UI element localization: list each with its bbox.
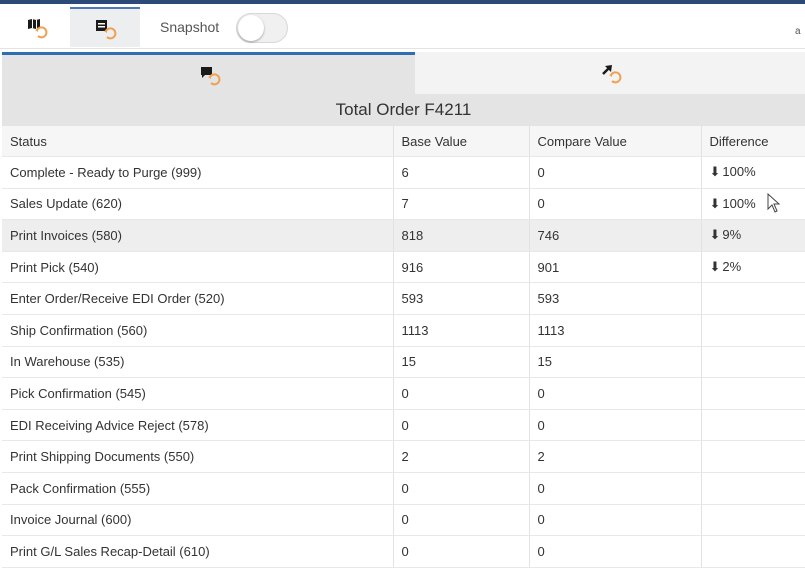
difference-cell	[701, 346, 805, 379]
mouse-cursor-icon	[767, 193, 781, 213]
base-value-cell: 1113	[393, 314, 530, 347]
status-cell: Ship Confirmation (560)	[2, 314, 394, 347]
toolbar-overflow-text: a	[795, 26, 801, 37]
base-value-cell: 0	[393, 535, 530, 568]
base-value-cell: 0	[393, 377, 530, 410]
difference-cell: ⬇ 100%	[701, 156, 805, 189]
status-cell: Pack Confirmation (555)	[2, 472, 394, 505]
difference-cell	[701, 472, 805, 505]
compare-value-cell: 0	[529, 377, 702, 410]
table-body: Complete - Ready to Purge (999) 6 0 ⬇ 100% Sa…	[2, 156, 805, 568]
difference-cell	[701, 440, 805, 473]
map-sync-icon	[28, 19, 48, 39]
compare-value-cell: 901	[529, 251, 702, 284]
status-cell: Complete - Ready to Purge (999)	[2, 156, 394, 189]
compare-value-cell: 593	[529, 282, 702, 315]
table-row[interactable]: Print Shipping Documents (550) 2 2	[2, 440, 805, 473]
compare-value-cell: 0	[529, 188, 702, 221]
map-sync-button[interactable]	[2, 7, 72, 47]
difference-cell	[701, 314, 805, 347]
base-value-cell: 916	[393, 251, 530, 284]
status-cell: Print Invoices (580)	[2, 219, 394, 252]
arrow-down-icon: ⬇	[709, 227, 721, 243]
snapshot-toggle[interactable]	[236, 13, 288, 43]
base-value-cell: 0	[393, 504, 530, 537]
base-value-cell: 7	[393, 188, 530, 221]
table-row[interactable]: Complete - Ready to Purge (999) 6 0 ⬇ 100%	[2, 156, 805, 189]
table-row[interactable]: Pick Confirmation (545) 0 0	[2, 377, 805, 410]
difference-value: 100%	[722, 195, 756, 211]
column-header-status[interactable]: Status	[2, 126, 394, 157]
compare-value-cell: 1113	[529, 314, 702, 347]
base-value-cell: 593	[393, 282, 530, 315]
tab-comment-sync[interactable]	[2, 52, 415, 94]
compare-value-cell: 0	[529, 535, 702, 568]
difference-value: 2%	[722, 259, 742, 275]
column-header-difference[interactable]: Difference	[701, 126, 805, 157]
difference-value: 9%	[722, 227, 742, 243]
arrow-sync-icon	[602, 65, 622, 84]
difference-cell	[701, 409, 805, 442]
difference-cell	[701, 377, 805, 410]
arrow-down-icon: ⬇	[709, 195, 721, 211]
base-value-cell: 2	[393, 440, 530, 473]
table-row[interactable]: Ship Confirmation (560) 1113 1113	[2, 314, 805, 347]
toolbar: Snapshot a	[0, 4, 805, 49]
tab-arrow-sync[interactable]	[415, 52, 805, 94]
base-value-cell: 6	[393, 156, 530, 189]
status-cell: Enter Order/Receive EDI Order (520)	[2, 282, 394, 315]
table-sync-icon	[96, 20, 117, 40]
table-row[interactable]: Print G/L Sales Recap-Detail (610) 0 0	[2, 535, 805, 568]
compare-value-cell: 0	[529, 156, 702, 189]
table-row[interactable]: Pack Confirmation (555) 0 0	[2, 472, 805, 505]
base-value-cell: 818	[393, 219, 530, 252]
status-cell: Pick Confirmation (545)	[2, 377, 394, 410]
column-header-compare-value[interactable]: Compare Value	[529, 126, 702, 157]
difference-value: 100%	[722, 164, 756, 180]
table-row[interactable]: In Warehouse (535) 15 15	[2, 346, 805, 379]
table-row[interactable]: Enter Order/Receive EDI Order (520) 593 59…	[2, 282, 805, 315]
table-header-row: Status Base Value Compare Value Differen…	[2, 126, 805, 157]
column-header-base-value[interactable]: Base Value	[393, 126, 530, 157]
grid-title: Total Order F4211	[2, 94, 805, 126]
base-value-cell: 15	[393, 346, 530, 379]
table-row[interactable]: Sales Update (620) 7 0 ⬇ 100%	[2, 188, 805, 221]
table-row[interactable]: Print Pick (540) 916 901 ⬇ 2%	[2, 251, 805, 284]
status-cell: In Warehouse (535)	[2, 346, 394, 379]
base-value-cell: 0	[393, 472, 530, 505]
status-cell: Sales Update (620)	[2, 188, 394, 221]
difference-cell: ⬇ 9%	[701, 219, 805, 252]
compare-value-cell: 0	[529, 504, 702, 537]
compare-value-cell: 746	[529, 219, 702, 252]
compare-value-cell: 0	[529, 472, 702, 505]
status-cell: Print Shipping Documents (550)	[2, 440, 394, 473]
table-row[interactable]: Print Invoices (580) 818 746 ⬇ 9%	[2, 219, 805, 252]
status-cell: Print G/L Sales Recap-Detail (610)	[2, 535, 394, 568]
table-row[interactable]: EDI Receiving Advice Reject (578) 0 0	[2, 409, 805, 442]
table-row[interactable]: Invoice Journal (600) 0 0	[2, 504, 805, 537]
difference-cell	[701, 282, 805, 315]
compare-value-cell: 15	[529, 346, 702, 379]
table-sync-button[interactable]	[70, 7, 140, 47]
difference-cell	[701, 535, 805, 568]
difference-cell: ⬇ 100%	[701, 188, 805, 221]
status-cell: Print Pick (540)	[2, 251, 394, 284]
arrow-down-icon: ⬇	[709, 259, 721, 275]
window-top-border	[0, 0, 805, 4]
compare-value-cell: 2	[529, 440, 702, 473]
toggle-knob	[238, 15, 264, 41]
difference-cell: ⬇ 2%	[701, 251, 805, 284]
base-value-cell: 0	[393, 409, 530, 442]
difference-cell	[701, 504, 805, 537]
compare-value-cell: 0	[529, 409, 702, 442]
status-cell: Invoice Journal (600)	[2, 504, 394, 537]
status-comparison-table: Status Base Value Compare Value Differen…	[2, 126, 805, 568]
arrow-down-icon: ⬇	[709, 164, 721, 180]
status-cell: EDI Receiving Advice Reject (578)	[2, 409, 394, 442]
comment-sync-icon	[200, 66, 220, 85]
view-tabs	[0, 52, 805, 94]
snapshot-label: Snapshot	[160, 19, 220, 35]
